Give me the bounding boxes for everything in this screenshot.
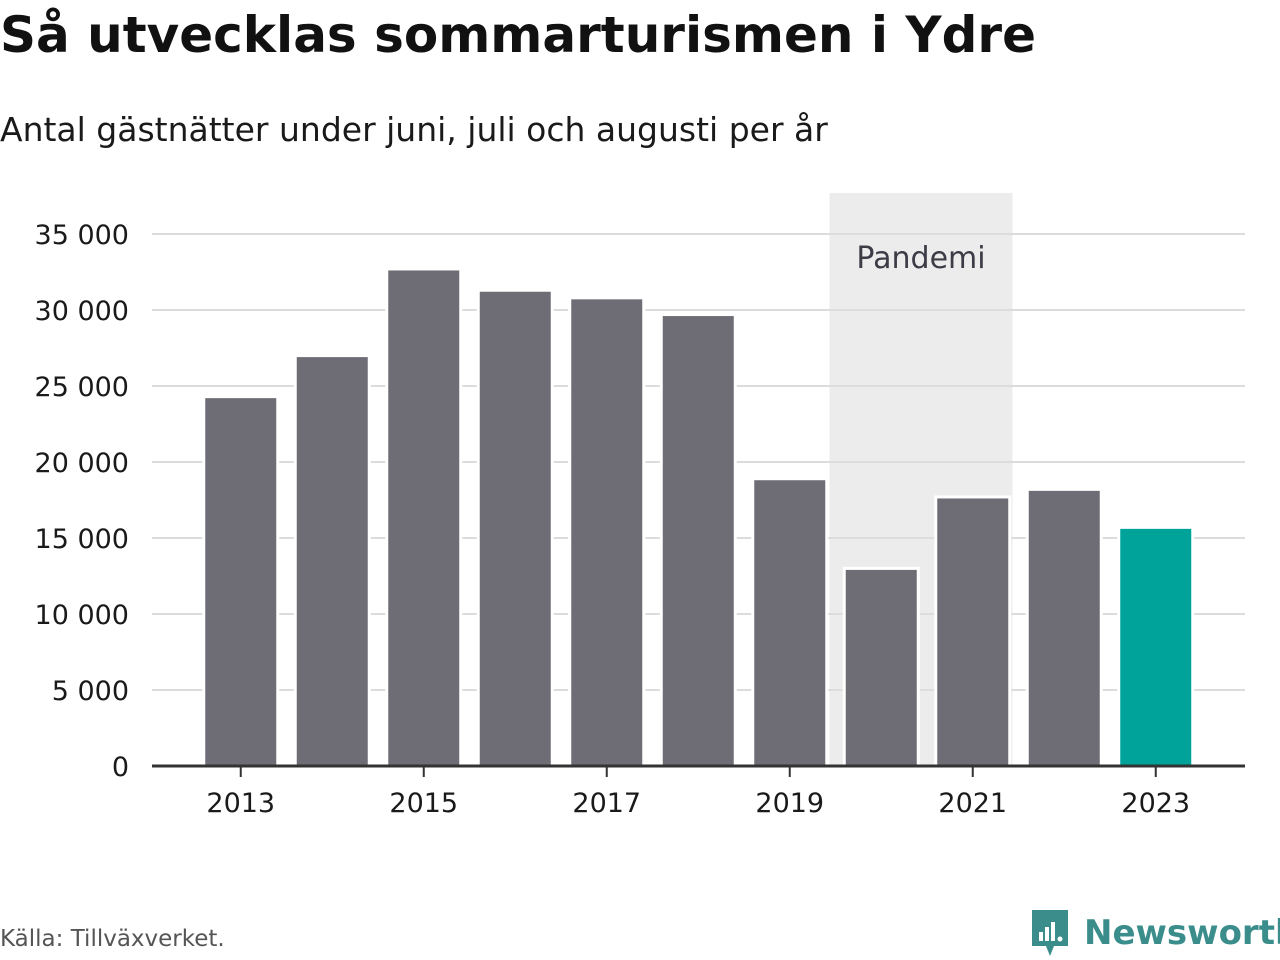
bar-2014 bbox=[293, 354, 371, 768]
newsworthy-logo-icon bbox=[1032, 910, 1068, 956]
bar-2021 bbox=[934, 495, 1012, 768]
bar-2022 bbox=[1025, 487, 1103, 768]
y-axis-ticks-group: 0 5 000 10 000 15 000 20 000 25 000 30 000 35 0… bbox=[35, 220, 129, 783]
bar-2017 bbox=[568, 296, 646, 768]
y-tick-label: 15 000 bbox=[35, 524, 129, 555]
x-tick-label: 2015 bbox=[389, 788, 458, 819]
y-tick-label: 5 000 bbox=[52, 676, 129, 707]
bar-2013 bbox=[202, 395, 280, 768]
x-axis-ticks-group: 2013 2015 2017 2019 2021 2023 bbox=[206, 766, 1190, 819]
x-tick-label: 2017 bbox=[572, 788, 641, 819]
x-tick-label: 2019 bbox=[755, 788, 824, 819]
y-tick-label: 30 000 bbox=[35, 296, 129, 327]
bar-2020 bbox=[842, 566, 920, 768]
bars-group bbox=[202, 267, 1195, 768]
y-tick-label: 20 000 bbox=[35, 448, 129, 479]
brand-name: Newsworthy bbox=[1084, 913, 1280, 953]
bar-2015 bbox=[385, 267, 463, 768]
bar-2023 bbox=[1117, 525, 1195, 768]
y-tick-label: 25 000 bbox=[35, 372, 129, 403]
chart-subtitle: Antal gästnätter under juni, juli och au… bbox=[0, 110, 828, 149]
bar-2016 bbox=[476, 288, 554, 768]
y-tick-label: 35 000 bbox=[35, 220, 129, 251]
bar-2019 bbox=[751, 477, 829, 768]
y-tick-label: 10 000 bbox=[35, 600, 129, 631]
pandemic-label: Pandemi bbox=[856, 241, 985, 276]
bar-2018 bbox=[659, 313, 737, 768]
y-tick-label: 0 bbox=[112, 752, 129, 783]
brand-logo: Newsworthy bbox=[1030, 908, 1280, 958]
x-tick-label: 2013 bbox=[206, 788, 275, 819]
source-note: Källa: Tillväxverket. bbox=[0, 926, 225, 952]
chart-title: Så utvecklas sommarturismen i Ydre bbox=[0, 6, 1036, 64]
x-tick-label: 2023 bbox=[1121, 788, 1190, 819]
x-tick-label: 2021 bbox=[938, 788, 1007, 819]
